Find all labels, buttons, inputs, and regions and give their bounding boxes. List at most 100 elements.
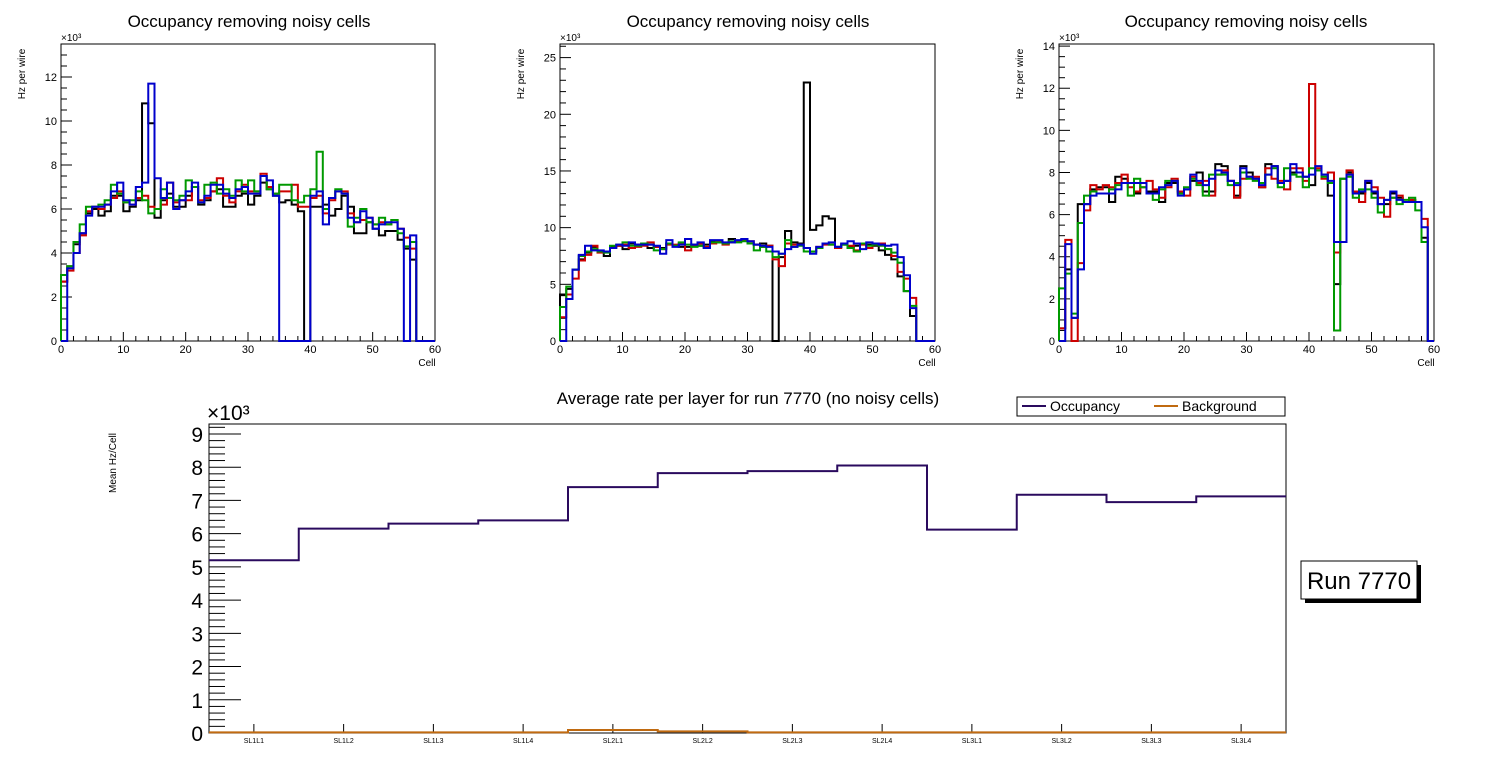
series-occupancy [209,464,1286,562]
y-tick-label: 15 [544,166,556,178]
x-category-label: SL1L1 [244,738,264,745]
x-category-label: SL3L4 [1231,738,1251,745]
y-axis-label: Hz per wire [1015,48,1026,99]
y-tick-label: 0 [550,336,556,348]
y-tick-label: 25 [544,53,556,65]
series-layer-4 [560,237,935,342]
x-tick-label: 60 [1428,344,1440,356]
plot-title: Occupancy removing noisy cells [128,12,371,31]
series-layer-1 [60,102,435,342]
x-category-label: SL1L2 [334,738,354,745]
x-tick-label: 50 [866,344,878,356]
y-tick-label: 12 [45,72,57,84]
y-tick-label: 12 [1043,83,1055,95]
y-tick-label: 0 [191,723,203,746]
y-tick-label: 2 [1049,294,1055,306]
y-tick-label: 5 [550,279,556,291]
x-tick-label: 40 [804,344,816,356]
x-tick-label: 10 [1115,344,1127,356]
y-tick-label: 0 [1049,336,1055,348]
series-layer-4 [61,82,435,342]
y-tick-label: 5 [191,557,203,580]
x-tick-label: 20 [1178,344,1190,356]
y-exponent-label: ×10³ [61,33,82,44]
y-tick-label: 14 [1043,41,1055,53]
plot-title: Occupancy removing noisy cells [1125,12,1368,31]
x-axis-label: Cell [418,358,435,369]
x-category-label: SL1L3 [423,738,443,745]
run-label-box: Run 7770 [1300,560,1421,603]
y-axis-label: Hz per wire [17,48,28,99]
x-axis-label: Cell [1417,358,1434,369]
x-tick-label: 50 [367,344,379,356]
x-tick-label: 0 [58,344,64,356]
y-exponent-label: ×10³ [560,33,581,44]
plot-title: Occupancy removing noisy cells [627,12,870,31]
x-tick-label: 40 [1303,344,1315,356]
x-tick-label: 0 [1056,344,1062,356]
bottom-layer-rate-histogram: Average rate per layer for run 7770 (no … [108,389,1421,746]
y-tick-label: 0 [51,336,57,348]
y-axis-label: Hz per wire [516,48,527,99]
y-tick-label: 10 [544,223,556,235]
x-tick-label: 10 [117,344,129,356]
y-tick-label: 8 [51,160,57,172]
run-label-frame [1300,560,1418,600]
legend-label-occupancy: Occupancy [1050,398,1120,414]
y-exponent-label: ×10³ [207,402,250,425]
series-layer-4 [1059,163,1434,342]
x-axis-label: Cell [918,358,935,369]
y-tick-label: 6 [51,204,57,216]
y-tick-label: 4 [1049,252,1055,264]
y-tick-label: 4 [191,590,203,613]
x-category-label: SL3L3 [1141,738,1161,745]
x-tick-label: 30 [242,344,254,356]
y-tick-label: 6 [1049,210,1055,222]
legend: Occupancy Background [1016,396,1286,417]
y-tick-label: 10 [45,116,57,128]
top-middle-histogram: Occupancy removing noisy cells 0 10 20 30 40 5… [516,12,941,369]
x-tick-label: 10 [616,344,628,356]
series-layer-1 [559,81,935,342]
y-tick-label: 10 [1043,125,1055,137]
y-tick-label: 4 [51,248,57,260]
y-tick-label: 8 [1049,167,1055,179]
plot-frame [559,43,936,342]
legend-box [1016,396,1286,417]
y-tick-label: 7 [191,490,203,513]
x-tick-label: 50 [1365,344,1377,356]
x-category-label: SL2L2 [693,738,713,745]
y-tick-label: 1 [191,690,203,713]
y-exponent-label: ×10³ [1059,33,1080,44]
x-category-label: SL1L4 [513,738,533,745]
run-label: Run 7770 [1307,568,1411,595]
y-tick-label: 8 [191,457,203,480]
series-layer-2 [559,239,935,342]
x-tick-label: 20 [679,344,691,356]
y-tick-label: 9 [191,424,203,447]
x-tick-label: 60 [929,344,941,356]
y-tick-label: 20 [544,109,556,121]
x-tick-label: 30 [741,344,753,356]
y-tick-label: 2 [51,292,57,304]
x-category-label: SL3L2 [1052,738,1072,745]
x-tick-label: 30 [1240,344,1252,356]
series-layer-3 [559,239,935,342]
series-layer-3 [60,150,435,342]
x-category-label: SL2L3 [782,738,802,745]
y-tick-label: 2 [191,657,203,680]
y-tick-label: 6 [191,524,203,547]
x-tick-label: 0 [557,344,563,356]
x-tick-label: 60 [429,344,441,356]
x-tick-label: 40 [304,344,316,356]
legend-label-background: Background [1182,398,1257,414]
x-category-label: SL3L1 [962,738,982,745]
x-category-label: SL2L1 [603,738,623,745]
plot-title: Average rate per layer for run 7770 (no … [557,389,939,408]
x-tick-label: 20 [180,344,192,356]
y-tick-label: 3 [191,623,203,646]
series-background [209,729,1286,734]
